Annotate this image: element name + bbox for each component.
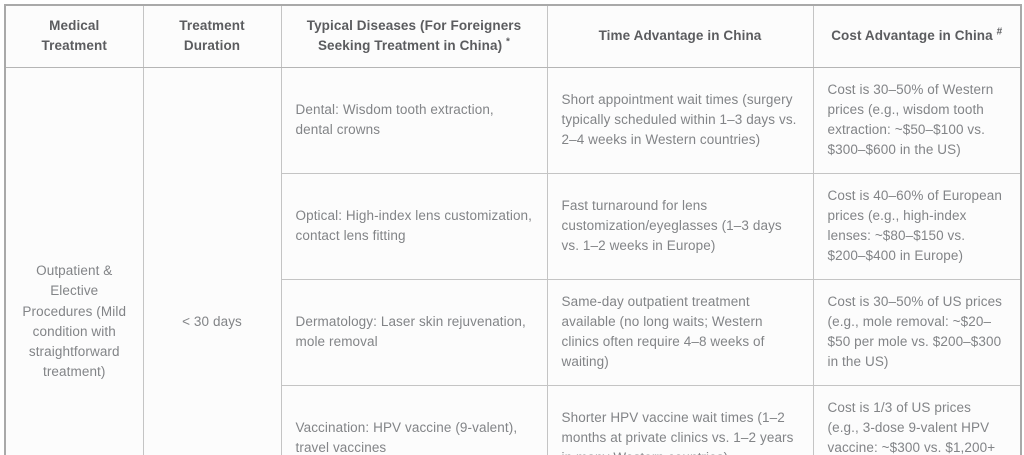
cost-advantage-cell: Cost is 40–60% of European prices (e.g.,… <box>812 172 1022 280</box>
table-row: Optical: High-index lens customization, … <box>5 172 1022 280</box>
diseases-cell: Vaccination: HPV vaccine (9-valent), tra… <box>280 384 548 455</box>
table-row: Vaccination: HPV vaccine (9-valent), tra… <box>5 384 1022 455</box>
medical-treatment-comparison-table: Medical Treatment Treatment Duration Typ… <box>4 4 1022 455</box>
diseases-cell: Dental: Wisdom tooth extraction, dental … <box>280 66 548 174</box>
time-advantage-cell: Same-day outpatient treatment available … <box>546 278 814 386</box>
cost-advantage-cell: Cost is 1/3 of US prices (e.g., 3-dose 9… <box>812 384 1022 455</box>
column-header-cost-advantage: Cost Advantage in China # <box>812 4 1022 68</box>
diseases-cell: Dermatology: Laser skin rejuvenation, mo… <box>280 278 548 386</box>
table-header-row: Medical Treatment Treatment Duration Typ… <box>4 4 1022 68</box>
column-header-typical-diseases: Typical Diseases (For Foreigners Seeking… <box>280 4 548 68</box>
column-header-medical-treatment: Medical Treatment <box>4 4 144 68</box>
time-advantage-cell: Fast turnaround for lens customization/e… <box>546 172 814 280</box>
medical-treatment-cell: Outpatient & Elective Procedures (Mild c… <box>4 66 144 455</box>
treatment-duration-cell: < 30 days <box>142 66 282 455</box>
column-header-treatment-duration: Treatment Duration <box>142 4 282 68</box>
column-header-time-advantage: Time Advantage in China <box>546 4 814 68</box>
time-advantage-cell: Shorter HPV vaccine wait times (1–2 mont… <box>546 384 814 455</box>
diseases-footnote-marker: * <box>506 36 511 48</box>
table-row: Outpatient & Elective Procedures (Mild c… <box>4 66 1022 455</box>
table-row: Dermatology: Laser skin rejuvenation, mo… <box>5 278 1022 386</box>
time-advantage-cell: Short appointment wait times (surgery ty… <box>546 66 814 174</box>
cost-advantage-cell: Cost is 30–50% of US prices (e.g., mole … <box>812 278 1022 386</box>
diseases-cell: Optical: High-index lens customization, … <box>280 172 548 280</box>
cost-advantage-cell: Cost is 30–50% of Western prices (e.g., … <box>812 66 1022 174</box>
cost-footnote-marker: # <box>996 26 1003 38</box>
